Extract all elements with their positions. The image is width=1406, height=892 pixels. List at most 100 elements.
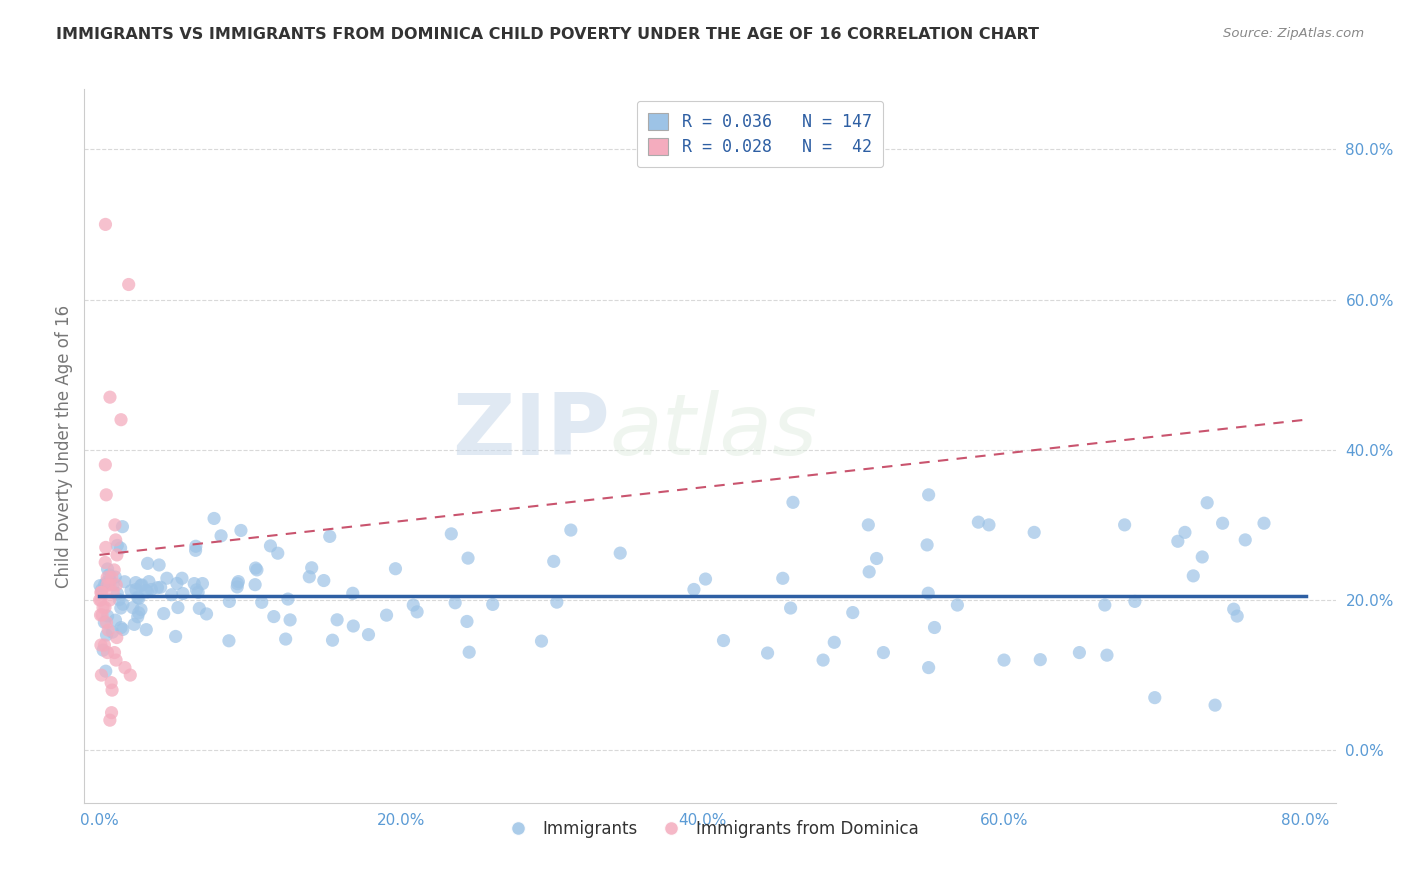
Point	[138, 574, 160, 589]
Point	[278, 613, 301, 627]
Point	[160, 588, 183, 602]
Point	[118, 277, 141, 292]
Point	[1167, 534, 1189, 549]
Point	[90, 668, 112, 682]
Point	[1204, 698, 1226, 713]
Point	[609, 546, 631, 560]
Point	[96, 628, 118, 642]
Point	[96, 615, 118, 630]
Point	[90, 638, 112, 652]
Point	[105, 631, 128, 645]
Point	[136, 557, 159, 571]
Point	[186, 582, 208, 597]
Point	[105, 578, 128, 592]
Point	[101, 625, 124, 640]
Point	[1094, 598, 1116, 612]
Point	[229, 524, 252, 538]
Point	[858, 565, 880, 579]
Point	[125, 582, 148, 597]
Point	[166, 576, 188, 591]
Point	[110, 601, 132, 615]
Point	[120, 583, 142, 598]
Point	[1234, 533, 1257, 547]
Point	[131, 578, 153, 592]
Point	[481, 598, 503, 612]
Point	[93, 577, 115, 591]
Point	[90, 585, 112, 599]
Legend: Immigrants, Immigrants from Dominica: Immigrants, Immigrants from Dominica	[495, 814, 925, 845]
Point	[858, 517, 880, 532]
Point	[546, 595, 568, 609]
Point	[342, 586, 364, 600]
Point	[183, 576, 205, 591]
Point	[100, 706, 122, 720]
Point	[101, 683, 124, 698]
Point	[187, 585, 209, 599]
Point	[94, 556, 117, 570]
Point	[167, 600, 190, 615]
Point	[89, 593, 111, 607]
Point	[274, 632, 297, 646]
Point	[444, 596, 467, 610]
Point	[357, 627, 380, 641]
Point	[94, 458, 117, 472]
Point	[149, 580, 172, 594]
Point	[823, 635, 845, 649]
Point	[97, 623, 120, 637]
Point	[440, 527, 463, 541]
Point	[103, 646, 125, 660]
Point	[1114, 517, 1136, 532]
Point	[1143, 690, 1166, 705]
Point	[170, 571, 193, 585]
Point	[98, 567, 121, 582]
Point	[98, 713, 121, 727]
Point	[406, 605, 429, 619]
Point	[384, 562, 406, 576]
Point	[93, 638, 115, 652]
Point	[226, 576, 249, 591]
Point	[1069, 646, 1091, 660]
Point	[146, 581, 169, 595]
Point	[172, 586, 194, 600]
Point	[89, 607, 111, 622]
Point	[865, 551, 887, 566]
Y-axis label: Child Poverty Under the Age of 16: Child Poverty Under the Age of 16	[55, 304, 73, 588]
Point	[1253, 516, 1275, 531]
Point	[91, 607, 114, 622]
Point	[98, 593, 121, 607]
Point	[1174, 525, 1197, 540]
Point	[136, 585, 159, 599]
Point	[129, 578, 152, 592]
Point	[98, 578, 121, 592]
Point	[110, 413, 132, 427]
Point	[243, 577, 266, 591]
Point	[105, 653, 128, 667]
Point	[96, 488, 118, 502]
Point	[245, 561, 267, 575]
Point	[218, 594, 240, 608]
Point	[917, 660, 939, 674]
Point	[209, 529, 232, 543]
Point	[94, 218, 117, 232]
Point	[121, 600, 143, 615]
Point	[135, 623, 157, 637]
Point	[402, 598, 425, 612]
Text: atlas: atlas	[610, 390, 818, 474]
Point	[96, 562, 118, 576]
Point	[1222, 602, 1244, 616]
Point	[96, 578, 118, 592]
Point	[96, 646, 118, 660]
Point	[457, 551, 479, 566]
Point	[872, 646, 894, 660]
Text: Source: ZipAtlas.com: Source: ZipAtlas.com	[1223, 27, 1364, 40]
Point	[977, 517, 1000, 532]
Point	[342, 619, 364, 633]
Point	[152, 607, 174, 621]
Point	[100, 675, 122, 690]
Point	[141, 582, 163, 597]
Point	[683, 582, 706, 597]
Point	[322, 633, 344, 648]
Point	[104, 570, 127, 584]
Point	[326, 613, 349, 627]
Point	[129, 602, 152, 616]
